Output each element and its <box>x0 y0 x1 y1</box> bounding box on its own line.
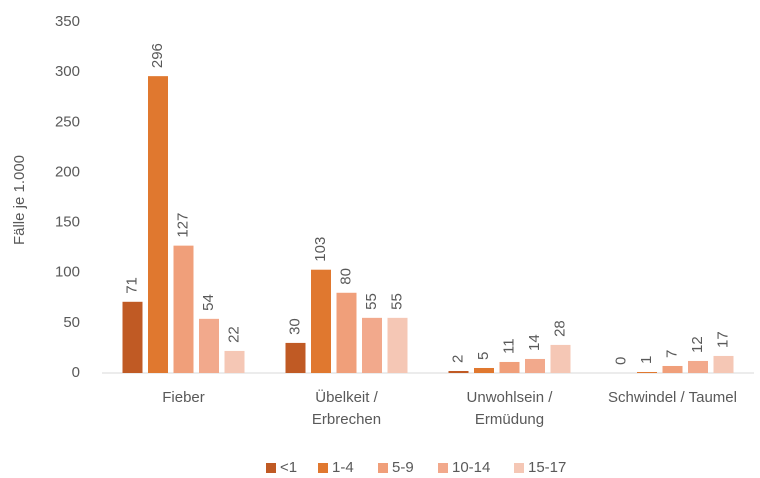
data-label: 55 <box>388 293 405 310</box>
y-tick-label: 0 <box>72 364 80 381</box>
legend-swatch <box>438 463 448 473</box>
y-tick-label: 50 <box>63 314 80 331</box>
data-label: 1 <box>638 356 655 364</box>
bar <box>199 318 219 373</box>
data-label: 5 <box>475 352 492 360</box>
legend-swatch <box>378 463 388 473</box>
bar <box>713 355 734 373</box>
data-label: 22 <box>225 326 242 343</box>
x-tick-label: Unwohlsein / Ermüdung <box>466 389 553 428</box>
data-label: 17 <box>714 331 731 348</box>
bar <box>499 361 520 373</box>
y-tick-label: 300 <box>55 63 80 80</box>
bar <box>122 301 143 373</box>
y-tick-label: 350 <box>55 13 80 30</box>
bar <box>173 245 194 373</box>
bar <box>311 269 331 373</box>
data-label: 28 <box>551 320 568 337</box>
x-tick-label: Übelkeit / Erbrechen <box>311 389 382 428</box>
bar <box>362 317 382 373</box>
data-label: 54 <box>200 294 217 311</box>
data-label: 2 <box>449 355 466 363</box>
legend-swatch <box>266 463 276 473</box>
bar <box>688 360 708 373</box>
data-label: 296 <box>149 43 166 68</box>
y-tick-label: 250 <box>55 113 80 130</box>
bar <box>285 342 306 373</box>
data-label: 7 <box>663 350 680 358</box>
data-label: 103 <box>312 237 329 262</box>
legend-label: 10-14 <box>452 459 490 476</box>
data-label: 30 <box>286 318 303 335</box>
bar <box>637 371 657 373</box>
data-label: 14 <box>526 334 543 351</box>
bar <box>525 358 545 373</box>
x-tick-label: Schwindel / Taumel <box>608 389 737 406</box>
y-tick-label: 150 <box>55 214 80 231</box>
bar <box>474 367 494 373</box>
data-label: 11 <box>500 338 517 354</box>
data-label: 12 <box>689 336 706 353</box>
bar <box>387 317 408 373</box>
legend-swatch <box>318 463 328 473</box>
x-tick-label: Fieber <box>162 389 205 406</box>
bar <box>148 76 168 373</box>
data-label: 0 <box>612 357 629 365</box>
legend-label: 1-4 <box>332 459 354 476</box>
bar <box>224 350 245 373</box>
data-label: 127 <box>174 213 191 238</box>
data-label: 71 <box>123 277 140 294</box>
legend-label: <1 <box>280 459 297 476</box>
legend-label: 15-17 <box>528 459 566 476</box>
bar <box>550 344 571 373</box>
legend-swatch <box>514 463 524 473</box>
data-label: 55 <box>363 293 380 310</box>
bar <box>336 292 357 373</box>
y-tick-label: 100 <box>55 264 80 281</box>
bar <box>662 365 683 373</box>
data-label: 80 <box>337 268 354 285</box>
y-axis-title: Fälle je 1.000 <box>11 155 28 245</box>
bar <box>448 370 469 373</box>
legend-label: 5-9 <box>392 459 414 476</box>
y-tick-label: 200 <box>55 163 80 180</box>
